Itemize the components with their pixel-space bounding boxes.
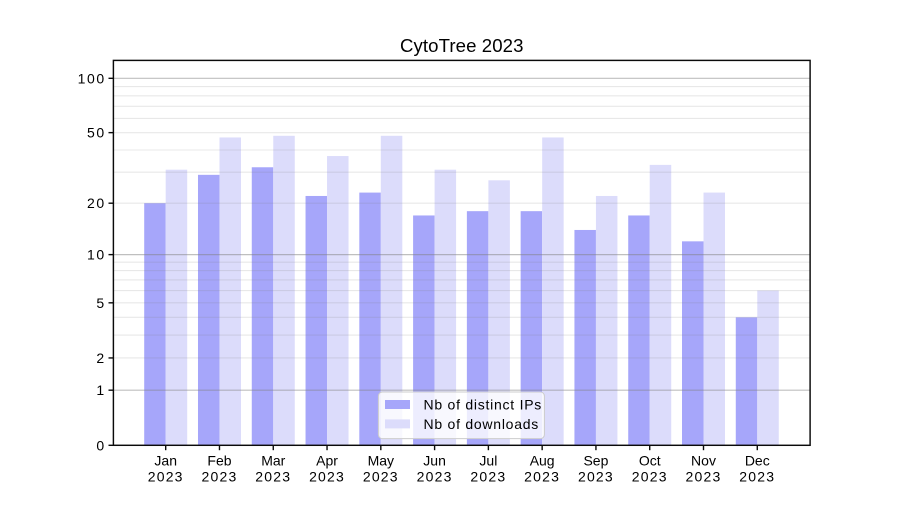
svg-text:Apr: Apr xyxy=(316,453,338,469)
svg-text:2: 2 xyxy=(96,350,105,366)
svg-text:2023: 2023 xyxy=(739,469,775,485)
svg-text:2023: 2023 xyxy=(363,469,399,485)
svg-text:50: 50 xyxy=(87,125,106,141)
svg-text:20: 20 xyxy=(87,195,106,211)
svg-text:Jul: Jul xyxy=(479,453,497,469)
svg-text:10: 10 xyxy=(87,247,106,263)
svg-text:2023: 2023 xyxy=(524,469,560,485)
svg-text:1: 1 xyxy=(96,382,105,398)
svg-text:Aug: Aug xyxy=(530,453,555,469)
svg-text:Nb of distinct IPs: Nb of distinct IPs xyxy=(424,397,543,413)
svg-text:Nov: Nov xyxy=(691,453,716,469)
svg-text:0: 0 xyxy=(96,437,105,453)
svg-text:Oct: Oct xyxy=(639,453,661,469)
svg-text:Mar: Mar xyxy=(261,453,285,469)
svg-text:2023: 2023 xyxy=(686,469,722,485)
svg-text:2023: 2023 xyxy=(470,469,506,485)
svg-text:2023: 2023 xyxy=(632,469,668,485)
svg-text:2023: 2023 xyxy=(578,469,614,485)
svg-text:Sep: Sep xyxy=(583,453,608,469)
svg-text:2023: 2023 xyxy=(148,469,184,485)
svg-text:2023: 2023 xyxy=(309,469,345,485)
svg-text:5: 5 xyxy=(96,295,105,311)
svg-text:May: May xyxy=(368,453,394,469)
svg-text:Feb: Feb xyxy=(207,453,231,469)
svg-text:Jan: Jan xyxy=(154,453,177,469)
svg-text:Jun: Jun xyxy=(423,453,446,469)
svg-text:Dec: Dec xyxy=(745,453,770,469)
svg-text:2023: 2023 xyxy=(417,469,453,485)
svg-text:2023: 2023 xyxy=(202,469,238,485)
svg-text:Nb of downloads: Nb of downloads xyxy=(424,416,540,432)
svg-text:100: 100 xyxy=(78,70,106,86)
svg-text:CytoTree 2023: CytoTree 2023 xyxy=(400,35,524,56)
svg-text:2023: 2023 xyxy=(255,469,291,485)
